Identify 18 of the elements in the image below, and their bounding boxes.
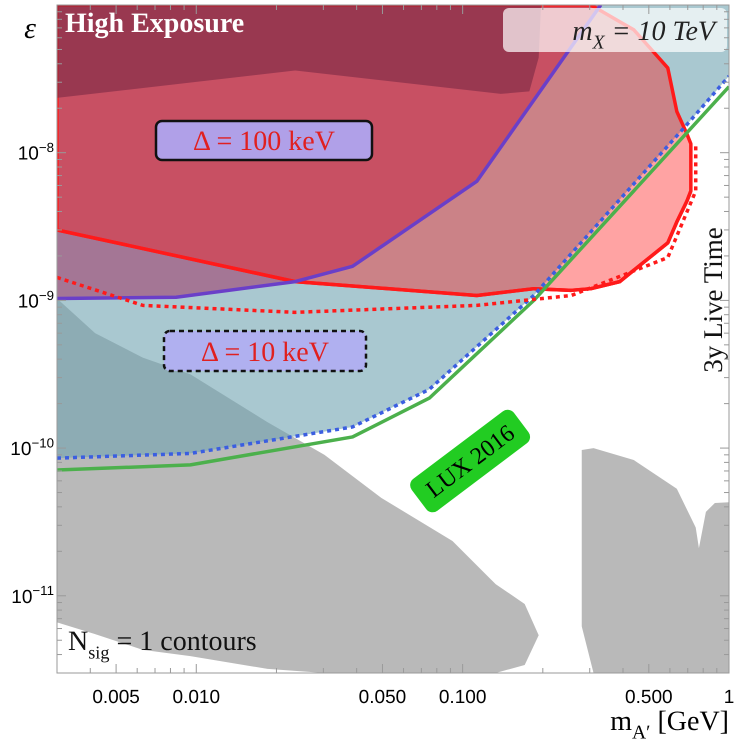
annotation: 3y Live Time [698, 227, 728, 373]
annotation: High Exposure [65, 8, 244, 39]
y-tick-label: 10$^{−10}$ [10, 435, 54, 460]
y-tick-label: 10$^{−8}$ [18, 140, 54, 165]
x-tick-label: 0.500 [625, 687, 673, 708]
x-tick-label: 0.005 [92, 687, 140, 708]
x-tick-label: 0.010 [172, 687, 220, 708]
annotation: m$_{X}$ = 10 TeV [572, 16, 718, 54]
y-axis-title: ε [24, 12, 36, 45]
x-tick-label: 1 [724, 687, 734, 708]
annotation: Δ = 100 keV [193, 126, 335, 157]
y-tick-label: 10$^{−11}$ [11, 583, 54, 608]
annotation: Δ = 10 keV [201, 337, 329, 368]
y-tick-label: 10$^{−9}$ [18, 288, 54, 312]
x-tick-label: 0.100 [438, 687, 486, 708]
annotation: N$_{sig}$ = 1 contours [68, 626, 257, 662]
x-axis-title: m$_{A′}$ [GeV] [610, 706, 729, 744]
x-tick-label: 0.050 [358, 687, 406, 708]
